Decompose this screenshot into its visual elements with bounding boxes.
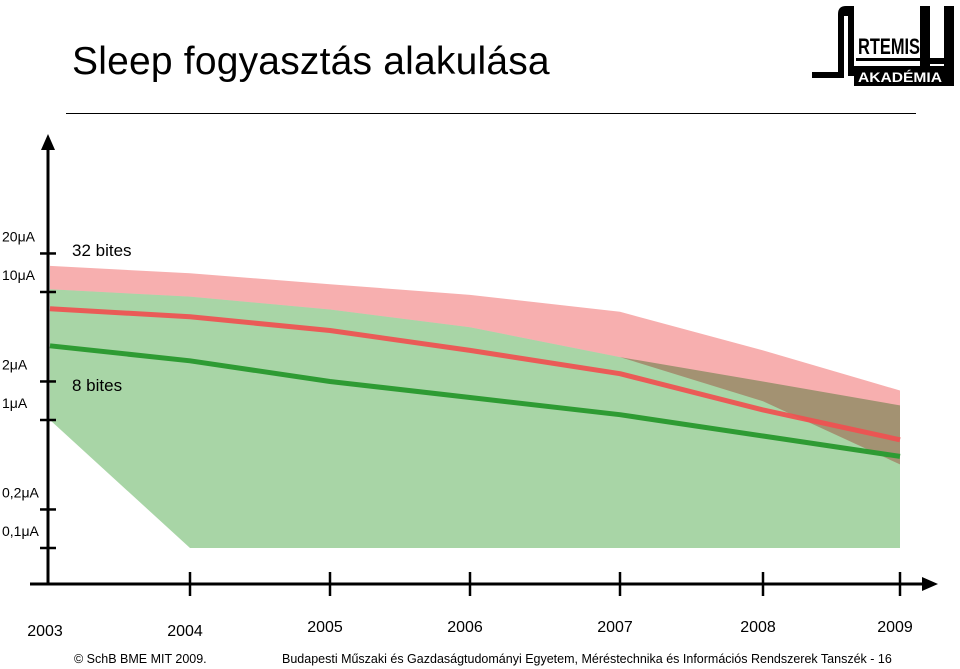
y-tick-label: 1μA (2, 395, 28, 411)
footer-copyright: © SchB BME MIT 2009. (74, 652, 207, 666)
x-tick-label: 2009 (877, 619, 913, 636)
band-32-bites (50, 265, 900, 465)
line-32-bites (49, 306, 901, 443)
x-tick-label: 2008 (740, 619, 776, 636)
x-tick-label: 2004 (167, 623, 203, 640)
band-8-bites (50, 289, 900, 548)
y-tick-label: 20μA (2, 228, 36, 244)
x-axis-arrow (922, 577, 938, 591)
y-tick-label: 2μA (2, 356, 28, 372)
logo-a-mark (812, 6, 854, 78)
series-label-8-bites: 8 bites (72, 376, 122, 395)
logo-h-left (920, 6, 930, 86)
x-tick-label: 2003 (27, 623, 63, 640)
x-tick-label: 2006 (447, 619, 483, 636)
logo-h-right (944, 6, 954, 86)
x-tick-label: 2007 (597, 619, 633, 636)
y-tick-label: 10μA (2, 267, 36, 283)
logo-text-bottom: AKADÉMIA (858, 69, 942, 85)
title-divider (66, 113, 916, 114)
y-tick-label: 0,2μA (2, 484, 40, 500)
y-axis-arrow (41, 134, 55, 150)
series-bands (50, 265, 900, 548)
logo-bottom-band (854, 66, 950, 86)
logo-underline (856, 58, 920, 61)
artemis-akademia-logo: RTEMIS AKADÉMIA (812, 6, 954, 86)
y-tick-label: 0,1μA (2, 523, 40, 539)
logo-text-top: RTEMIS (858, 34, 920, 59)
logo-h-bar (920, 58, 954, 64)
x-tick-label: 2005 (307, 619, 343, 636)
slide-title: Sleep fogyasztás alakulása (72, 40, 550, 83)
line-8-bites (49, 343, 901, 459)
series-label-32-bites: 32 bites (72, 241, 132, 260)
footer-institution: Budapesti Műszaki és Gazdaságtudományi E… (282, 652, 892, 666)
